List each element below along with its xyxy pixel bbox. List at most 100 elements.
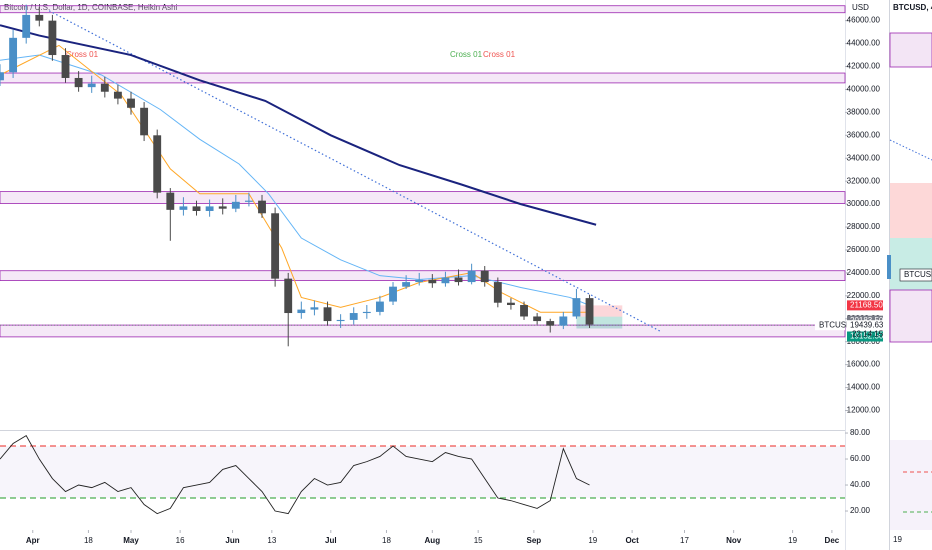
position-stop [576, 305, 623, 317]
side-trendline [889, 139, 932, 161]
price-tag-box [847, 320, 883, 331]
annotation: Cross 01 [483, 50, 516, 59]
side-zone [889, 289, 932, 343]
candle-body [179, 206, 188, 210]
side-stop-zone [890, 183, 932, 238]
y-tick-label: 40.00 [850, 480, 871, 489]
y-tick-label: 40000.00 [847, 85, 881, 94]
x-tick-label: 19 [788, 536, 797, 545]
side-candle [887, 255, 891, 279]
y-tick-label: 44000.00 [847, 39, 881, 48]
y-tick-label: 60.00 [850, 454, 871, 463]
zone [0, 72, 846, 84]
chart-title: Bitcoin / U.S. Dollar, 1D, COINBASE, Hei… [4, 3, 178, 12]
candle-body [297, 309, 306, 314]
candle-body [349, 313, 358, 320]
x-tick-label: Jun [225, 536, 239, 545]
y-tick-label: 80.00 [850, 428, 871, 437]
candle-body [323, 307, 332, 322]
candle-body [585, 298, 594, 325]
x-tick-label: Apr [26, 536, 40, 545]
y-tick-label: 24000.00 [847, 268, 881, 277]
candle-body [441, 277, 450, 284]
y-tick-label: 38000.00 [847, 107, 881, 116]
annotation: Cross 01 [450, 50, 483, 59]
x-tick-label: Jul [325, 536, 337, 545]
x-tick-label: 18 [84, 536, 93, 545]
candle-body [415, 279, 424, 283]
side-price-label: BTCUSD [904, 270, 932, 279]
candle-body [48, 20, 57, 56]
candle-body [362, 311, 371, 314]
x-tick-label: 18 [382, 536, 391, 545]
candle-body [389, 286, 397, 302]
x-tick-label: Oct [625, 536, 639, 545]
candle-body [336, 319, 345, 322]
candle-body [258, 200, 266, 214]
position-target [576, 316, 623, 329]
candle-body [467, 270, 476, 283]
candle-body [310, 307, 319, 310]
candle-body [454, 277, 463, 283]
candle-body [375, 301, 384, 312]
y-tick-label: 14000.00 [847, 383, 881, 392]
trendline [48, 10, 662, 333]
candle-body [546, 321, 555, 326]
candle-body [559, 316, 568, 326]
symbol-tag: BTCUSD [819, 320, 852, 329]
side-target-zone [890, 238, 932, 290]
candle-body [205, 206, 214, 211]
y-tick-label: 16000.00 [847, 360, 881, 369]
moving-average [0, 54, 590, 306]
candle-body [244, 200, 253, 202]
candle-body [87, 83, 96, 88]
candle-body [271, 213, 280, 279]
moving-average [0, 44, 590, 313]
zone [0, 5, 846, 14]
candle-body [0, 72, 4, 81]
rsi-band [0, 446, 845, 499]
candle-body [507, 302, 515, 306]
x-tick-label: 19 [588, 536, 597, 545]
axis-unit: USD [852, 3, 869, 12]
y-tick-label: 32000.00 [847, 176, 881, 185]
price-tag-box [847, 300, 883, 311]
x-tick-label: 15 [474, 536, 483, 545]
candle-body [480, 270, 489, 283]
y-tick-label: 28000.00 [847, 222, 881, 231]
rsi-line [0, 435, 590, 515]
candle-body [74, 77, 83, 88]
candle-body [153, 135, 162, 193]
candle-body [493, 282, 502, 303]
side-zone [889, 32, 932, 68]
candle-body [231, 201, 240, 209]
y-tick-label: 42000.00 [847, 62, 881, 71]
candle-body [35, 14, 44, 21]
y-tick-label: 22000.00 [847, 291, 881, 300]
price-tag-box [847, 331, 883, 342]
price-tag: 19152.50 [850, 332, 884, 341]
candle-body [520, 305, 528, 317]
candle-body [140, 107, 149, 136]
y-tick-label: 34000.00 [847, 153, 881, 162]
side-rsi-band [890, 440, 932, 530]
annotation: Cross 01 [66, 50, 99, 59]
price-tag: 19439.63 [850, 320, 884, 329]
side-title: BTCUSD, 4h, C [893, 3, 932, 12]
candle-body [100, 83, 109, 92]
candle-body [166, 192, 175, 210]
moving-average [0, 24, 597, 226]
x-tick-label: May [123, 536, 139, 545]
candle-body [61, 55, 70, 78]
side-tag [899, 268, 932, 282]
candle-body [533, 316, 542, 322]
x-tick-label: Aug [425, 536, 441, 545]
y-tick-label: 12000.00 [847, 406, 881, 415]
y-tick-label: 30000.00 [847, 199, 881, 208]
x-tick-label: 17 [680, 536, 689, 545]
candle-body [218, 206, 227, 209]
x-tick-label: 13 [267, 536, 276, 545]
zone [0, 324, 846, 338]
candle-body [9, 37, 18, 73]
candle-body [402, 282, 411, 287]
